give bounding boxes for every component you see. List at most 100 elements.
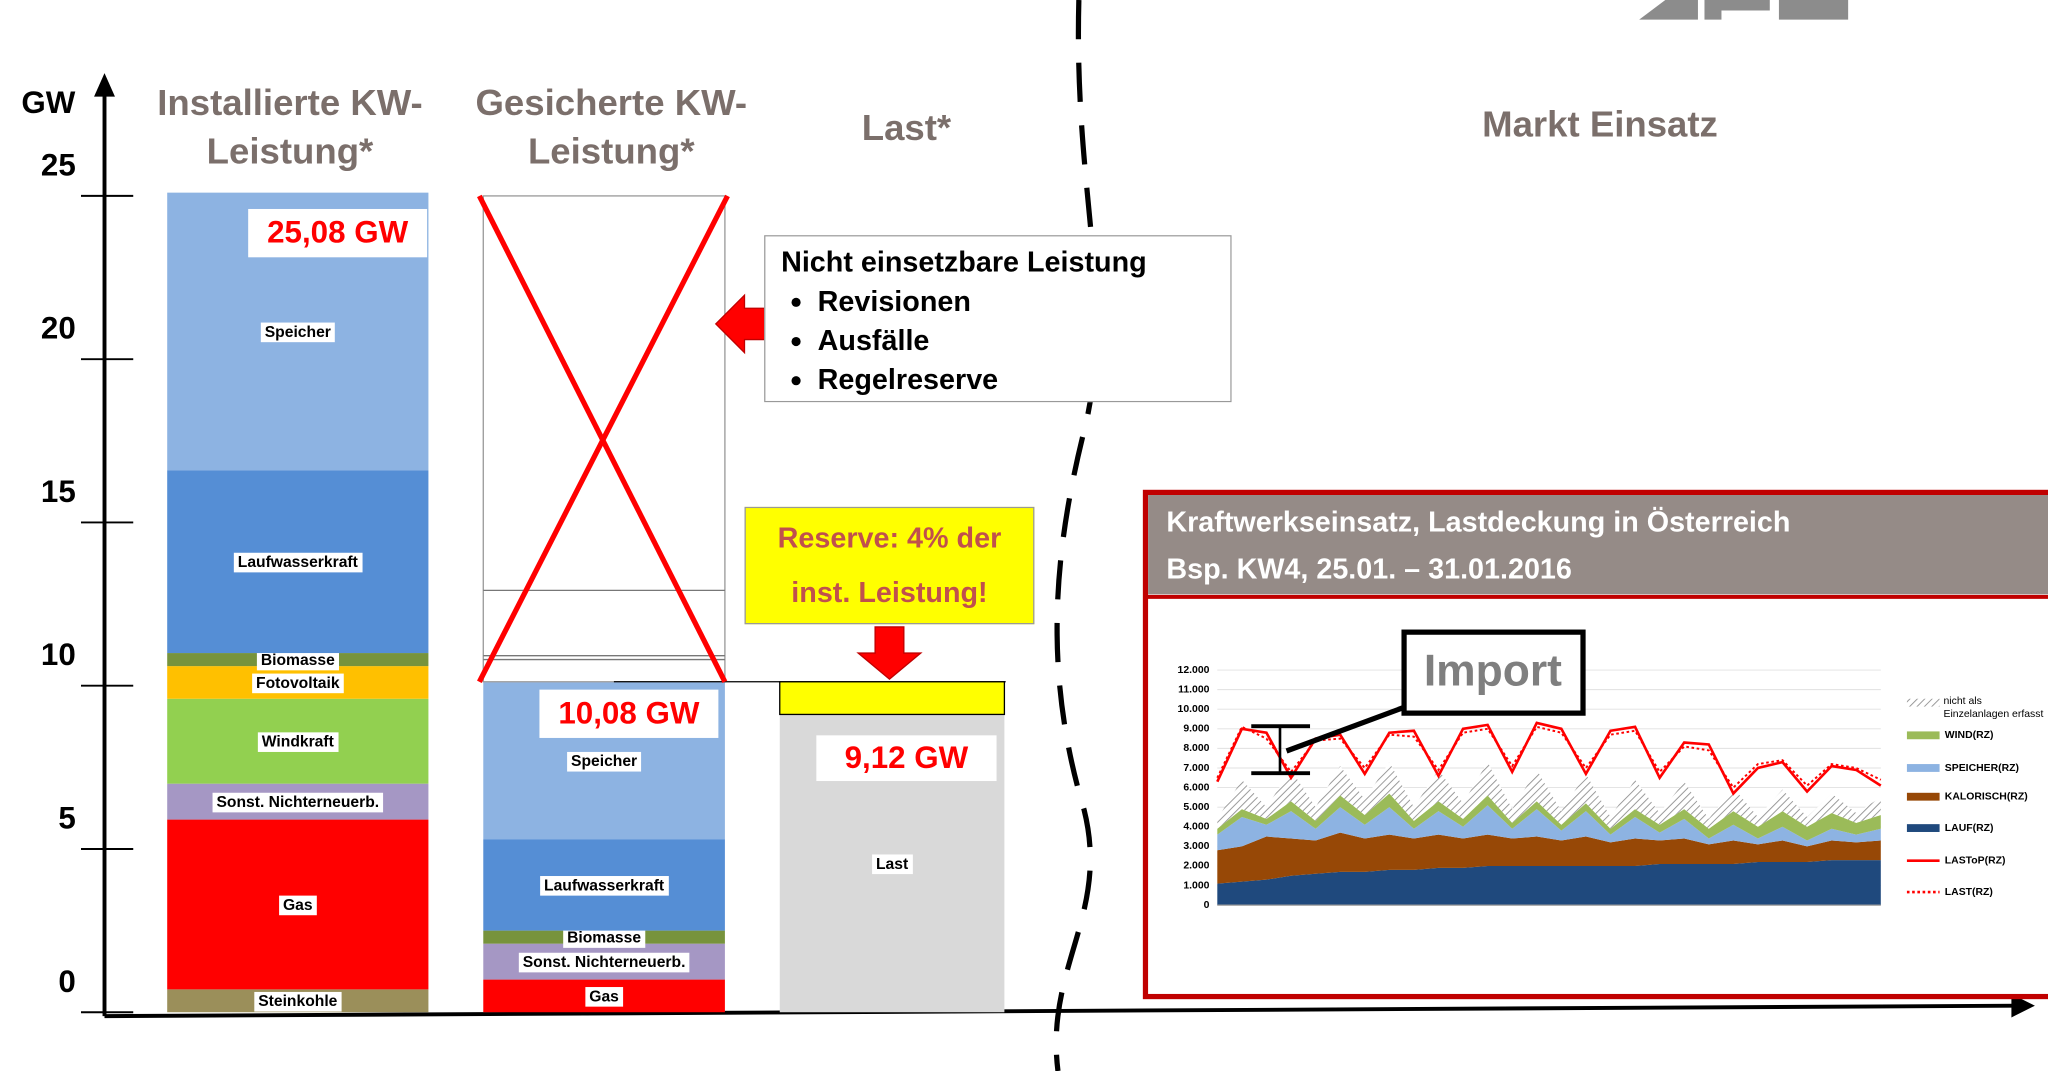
label-background (872, 854, 913, 875)
category-header-box: Installierte KW-Leistung* (157, 82, 423, 172)
label-background (233, 552, 363, 573)
category-header: Last* (861, 106, 952, 147)
reserve-segment (779, 681, 1006, 716)
segment-label: Laufwasserkraft (544, 877, 665, 894)
stacked-area (1217, 762, 1881, 829)
stacked-area (1217, 793, 1881, 841)
category-header: Installierte KW-Leistung* (157, 82, 423, 172)
total-label-background (816, 735, 997, 782)
y-tick-label: 15 (41, 474, 76, 509)
segment-label: Fotovoltaik (256, 675, 340, 692)
y-tick-label: 5 (58, 801, 75, 836)
legend-label: KALORISCH(RZ) (1945, 791, 2028, 802)
segment-label: Windkraft (262, 734, 335, 751)
reserve-label-box: Reserve: 4% der inst. Leistung! (744, 506, 1035, 625)
segment-label: Laufwasserkraft (238, 554, 359, 571)
inset-title: Kraftwerkseinsatz, Lastdeckung in Österr… (1166, 505, 1790, 538)
label-background (279, 895, 317, 916)
segment-label: Sonst. Nichterneuerb. (523, 954, 686, 971)
logo (1639, 0, 1849, 20)
legend-label: LAUF(RZ) (1945, 823, 1994, 834)
total-label-background (539, 689, 719, 738)
y-tick-label: 8.000 (1183, 743, 1209, 754)
load-line (1216, 725, 1882, 790)
y-tick-label: 9.000 (1183, 724, 1209, 735)
label-background (518, 952, 690, 973)
label-background (567, 751, 642, 772)
x-axis (104, 1003, 2018, 1019)
reserve-arrow (856, 626, 923, 681)
legend-label: SPEICHER(RZ) (1945, 763, 2019, 774)
legend-swatch (1906, 698, 1940, 707)
label-background (585, 987, 624, 1007)
annotation-pointer (1285, 697, 1425, 754)
y-axis-arrow (94, 73, 115, 97)
total-label: 10,08 GW (558, 695, 699, 730)
callout-box: Nicht einsetzbare LeistungRevisionenAusf… (764, 235, 1232, 402)
category-header-box: Gesicherte KW-Leistung* (475, 82, 748, 172)
legend-swatch (1906, 731, 1940, 740)
annotation: Import (1424, 647, 1562, 696)
y-tick-label: 10.000 (1178, 704, 1210, 715)
legend-label: WIND(RZ) (1945, 730, 1994, 741)
segment-label: Biomasse (567, 930, 641, 947)
cross-line (477, 194, 730, 683)
total-label: 25,08 GW (267, 215, 408, 250)
label-background (212, 792, 384, 813)
inset-subtitle: Bsp. KW4, 25.01. – 31.01.2016 (1166, 553, 1571, 585)
y-tick-label: 0 (58, 964, 75, 999)
y-tick-label: 0 (1204, 900, 1210, 911)
category-header: Gesicherte KW-Leistung* (475, 82, 748, 172)
callout-item: Revisionen (818, 282, 1215, 321)
total-label-background (248, 208, 428, 258)
legend-label: LAST(RZ) (1945, 887, 1993, 898)
label-background (256, 650, 339, 671)
y-tick-label: 25 (41, 147, 76, 182)
callout-item: Regelreserve (818, 360, 1215, 399)
y-tick-label: 3.000 (1183, 841, 1209, 852)
segment-label: Speicher (571, 753, 637, 770)
segment-label: Speicher (265, 324, 331, 341)
y-tick-label: 10 (41, 637, 76, 672)
segment-label: Biomasse (261, 652, 335, 669)
segment-label: Gas (283, 897, 313, 914)
label-background (254, 991, 342, 1012)
y-axis-label: GW (21, 85, 75, 120)
label-background (252, 673, 344, 694)
y-tick-label: 7.000 (1183, 763, 1209, 774)
label-background (563, 928, 646, 948)
y-tick-label: 12.000 (1178, 665, 1210, 676)
legend-label: nicht als Einzelanlagen erfasst (1943, 694, 2044, 720)
callout-title: Nicht einsetzbare Leistung (781, 245, 1147, 279)
callout: Nicht einsetzbare LeistungRevisionenAusf… (764, 235, 1232, 403)
stacked-area (1217, 860, 1881, 906)
y-tick-label: 1.000 (1183, 880, 1209, 891)
legend-label: LASToP(RZ) (1945, 855, 2006, 866)
stacked-area (1217, 805, 1881, 851)
segment-label: Sonst. Nichterneuerb. (216, 794, 379, 811)
segment-label: Steinkohle (258, 993, 337, 1010)
stacked-area (1217, 832, 1881, 884)
label-background (260, 322, 335, 343)
legend-label-box: nicht als Einzelanlagen erfasst (1943, 694, 2044, 720)
y-tick-label: 6.000 (1183, 782, 1209, 793)
callout-list: RevisionenAusfälleRegelreserve (781, 282, 1215, 400)
total-label: 9,12 GW (845, 740, 969, 775)
y-tick-label: 2.000 (1183, 861, 1209, 872)
reserve-label: Reserve: 4% der inst. Leistung! (744, 506, 1035, 625)
x-axis-arrow (2011, 993, 2035, 1018)
category-header-box: Last* (861, 106, 952, 147)
y-tick-label: 11.000 (1178, 684, 1210, 695)
legend-swatch (1906, 792, 1940, 801)
segment-label: Gas (589, 988, 619, 1005)
y-tick-label: 20 (41, 311, 76, 346)
legend-swatch (1906, 824, 1940, 832)
legend-swatch (1906, 764, 1940, 772)
label-background (257, 732, 339, 752)
section-title: Markt Einsatz (1482, 103, 1718, 144)
annotation-box (1401, 629, 1586, 716)
section-divider (1053, 0, 1100, 1071)
callout-item: Ausfälle (818, 321, 1215, 360)
inset-title-band (1148, 495, 2048, 595)
